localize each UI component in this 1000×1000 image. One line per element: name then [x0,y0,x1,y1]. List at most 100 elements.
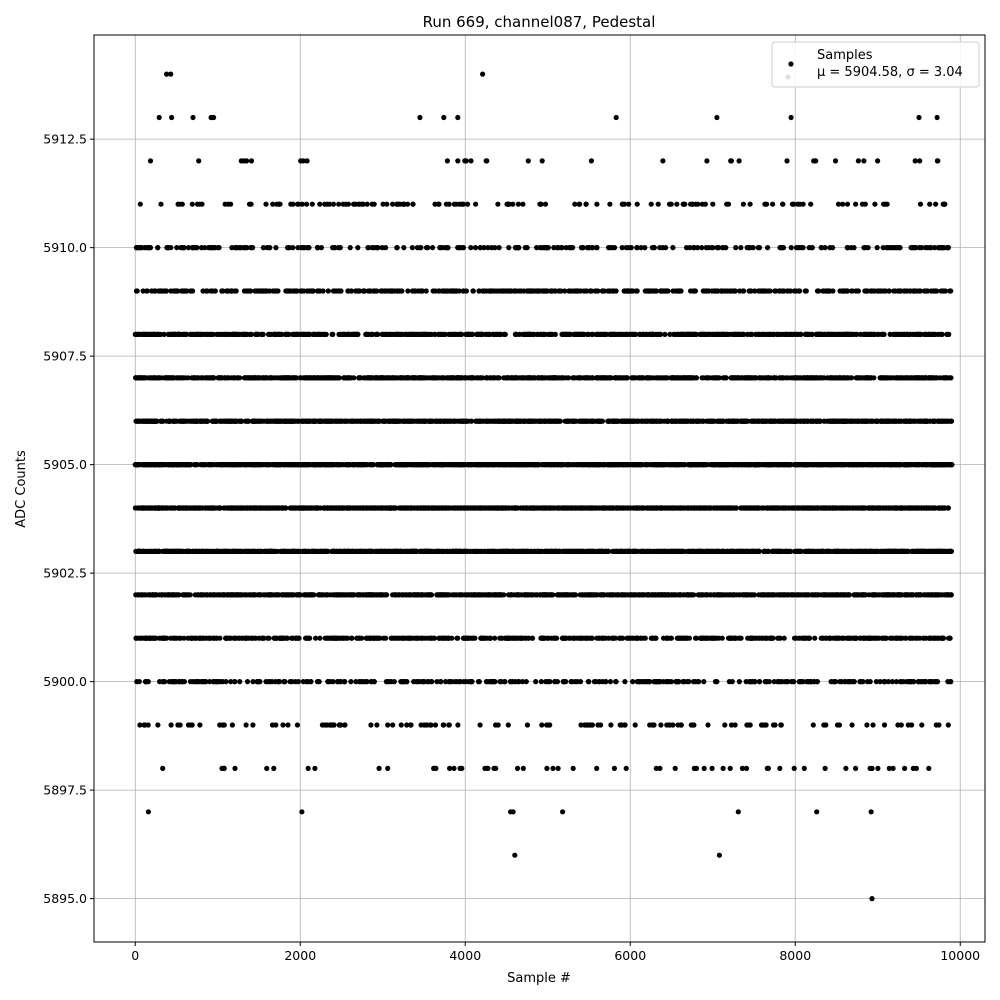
data-point [237,679,243,685]
data-point [894,548,900,555]
data-point [861,635,867,641]
data-point [426,592,433,598]
data-point [152,635,158,641]
data-point [234,635,240,641]
data-point [449,635,455,641]
data-point [853,765,859,772]
data-point [740,592,746,598]
data-point [874,548,881,555]
data-point [165,592,171,598]
data-point [761,505,767,511]
data-point [434,679,440,685]
data-point [632,722,638,728]
data-point [721,548,727,555]
data-point [182,592,188,598]
data-point [631,592,637,598]
data-point [847,679,853,685]
data-point [321,548,328,555]
data-point [374,722,380,728]
data-point [391,679,397,685]
data-point [197,722,203,728]
data-point [804,592,811,598]
data-point [208,505,214,511]
data-point [462,505,468,511]
data-point [229,722,235,728]
data-point [155,722,161,728]
data-point [640,505,646,511]
data-point [178,505,184,511]
data-point [797,548,803,555]
data-point [760,635,766,641]
data-point [893,679,900,685]
data-point [822,592,828,598]
data-point [720,765,726,772]
data-point [342,722,348,728]
data-point [273,722,279,728]
data-point [838,679,845,685]
data-point [264,765,270,772]
data-point [447,765,453,772]
data-point [216,548,222,555]
data-point [781,505,787,511]
data-point [470,635,476,641]
data-point [856,592,863,598]
data-point [864,722,870,728]
data-point [342,679,348,685]
data-point [348,635,354,641]
data-point [886,765,892,772]
data-point [344,505,350,511]
data-point [493,765,499,772]
data-point [688,722,694,728]
data-point [136,548,142,555]
data-point [791,635,798,641]
data-point [301,548,307,555]
data-point [768,592,774,598]
data-point [658,722,664,728]
data-point [549,548,555,555]
data-point [594,765,600,772]
data-point [630,548,636,555]
data-point [763,722,769,728]
data-point [175,722,181,728]
data-point [916,679,922,685]
data-point [267,679,273,685]
data-point [890,765,896,772]
data-point [520,765,526,772]
data-point [333,635,339,641]
data-point [668,592,675,598]
data-point [162,548,168,555]
data-point [655,679,661,685]
data-point [940,635,946,641]
data-point [899,635,905,641]
data-point [546,722,552,728]
data-point [567,548,573,555]
data-point [297,592,303,598]
data-point [849,722,855,728]
data-point [137,722,143,728]
data-point [407,722,414,728]
data-point [168,722,174,728]
data-point [898,679,904,685]
data-point [477,722,483,728]
data-point [927,679,933,685]
data-point [686,635,693,641]
data-point [563,592,569,598]
data-point [705,722,711,728]
data-point [411,679,417,685]
data-point [524,722,531,728]
data-point [866,635,872,641]
data-point [660,635,667,641]
data-point [607,505,613,511]
data-point [627,592,633,598]
data-point [454,679,460,685]
data-point [479,505,485,511]
data-point [334,679,340,685]
data-point [363,592,369,598]
data-point [333,592,339,598]
data-point [603,635,609,641]
data-point [424,635,430,641]
data-point [443,679,449,685]
data-point [426,505,433,511]
data-point [940,505,946,511]
data-point [574,548,580,555]
